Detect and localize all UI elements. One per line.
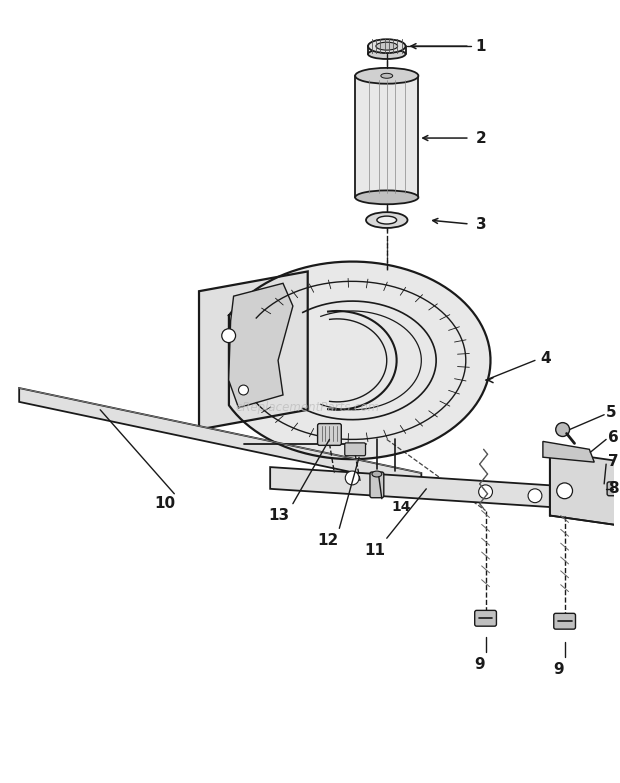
Polygon shape	[199, 272, 308, 430]
FancyBboxPatch shape	[317, 424, 341, 446]
Text: 13: 13	[268, 508, 290, 523]
Circle shape	[345, 471, 359, 485]
Ellipse shape	[368, 49, 405, 59]
Polygon shape	[229, 262, 490, 459]
FancyBboxPatch shape	[345, 443, 366, 456]
Ellipse shape	[372, 471, 382, 477]
Ellipse shape	[376, 42, 397, 50]
Text: eReplacementParts.com: eReplacementParts.com	[236, 402, 380, 414]
Text: 10: 10	[154, 496, 175, 511]
Ellipse shape	[381, 74, 392, 78]
Ellipse shape	[355, 190, 419, 204]
Polygon shape	[270, 467, 604, 511]
Ellipse shape	[366, 212, 407, 228]
Text: 1: 1	[476, 38, 486, 54]
Text: 4: 4	[540, 351, 551, 366]
Text: 11: 11	[365, 543, 386, 557]
Text: 12: 12	[317, 532, 338, 548]
Circle shape	[528, 489, 542, 503]
Text: 9: 9	[474, 657, 485, 673]
Text: 9: 9	[554, 662, 564, 677]
Ellipse shape	[346, 445, 364, 454]
Polygon shape	[19, 388, 422, 487]
Circle shape	[556, 423, 570, 436]
Polygon shape	[229, 283, 293, 408]
Ellipse shape	[368, 39, 405, 53]
Circle shape	[239, 385, 249, 395]
FancyBboxPatch shape	[475, 611, 497, 626]
FancyBboxPatch shape	[370, 472, 384, 498]
Ellipse shape	[377, 216, 397, 224]
Circle shape	[479, 485, 492, 499]
Text: 7: 7	[608, 453, 619, 469]
Polygon shape	[543, 442, 594, 462]
Text: 3: 3	[476, 217, 486, 232]
Ellipse shape	[355, 68, 419, 84]
Polygon shape	[550, 451, 619, 525]
Text: 6: 6	[608, 430, 619, 445]
Circle shape	[557, 483, 572, 499]
Text: 2: 2	[476, 131, 487, 146]
Bar	[355, 76, 419, 197]
Text: 5: 5	[606, 406, 617, 420]
FancyBboxPatch shape	[607, 482, 620, 496]
Text: 14: 14	[392, 500, 411, 514]
Text: 8: 8	[608, 482, 619, 496]
FancyBboxPatch shape	[554, 613, 575, 630]
Circle shape	[222, 329, 236, 343]
